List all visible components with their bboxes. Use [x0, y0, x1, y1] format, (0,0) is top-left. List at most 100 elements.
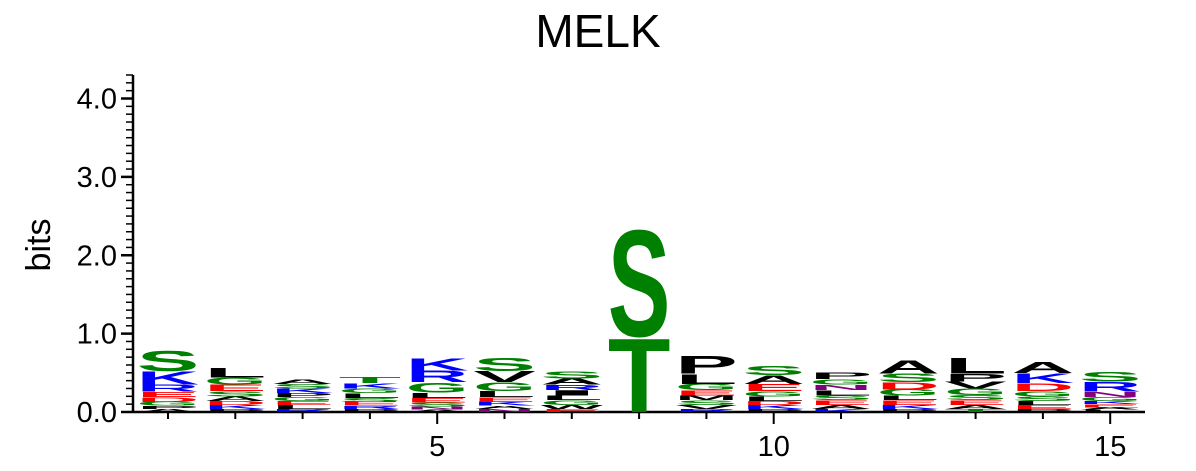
logo-letter: R	[406, 368, 469, 386]
logo-letter: E	[204, 383, 267, 393]
logo-letter: S	[944, 393, 1007, 401]
logo-letter: R	[1079, 379, 1142, 395]
logo-column-8: TS	[608, 197, 671, 435]
logo-letter: P	[137, 405, 200, 410]
logo-letter: G	[1079, 396, 1142, 402]
logo-letter: G	[877, 388, 940, 398]
logo-letter: S	[137, 346, 200, 378]
logo-letter: L	[339, 392, 402, 399]
logo-letter: P	[339, 408, 402, 413]
logo-letter: G	[137, 401, 200, 407]
logo-letter: T	[608, 318, 671, 436]
logo-letter: L	[1079, 409, 1142, 413]
logo-letter: L	[271, 404, 334, 410]
logo-letter: G	[541, 399, 604, 406]
y-tick-label: 0.0	[77, 397, 117, 429]
y-tick-label: 1.0	[77, 319, 117, 351]
logo-letter: S	[810, 394, 873, 401]
logo-letter: A	[944, 404, 1007, 410]
logo-letter: G	[810, 378, 873, 387]
logo-letter: M	[675, 394, 738, 401]
logo-letter: K	[271, 387, 334, 394]
logo-letter: G	[742, 390, 805, 399]
logo-letter: G	[406, 380, 469, 396]
logo-letter: E	[137, 390, 200, 398]
logo-letter: A	[406, 409, 469, 413]
logo-letter: L	[810, 389, 873, 397]
logo-letter: L	[944, 354, 1007, 378]
logo-letter: K	[1079, 400, 1142, 405]
logo-letter: E	[742, 382, 805, 393]
logo-letter: G	[944, 387, 1007, 397]
logo-letter: K	[339, 382, 402, 391]
logo-letter: L	[406, 391, 469, 399]
logo-letter: D	[204, 400, 267, 406]
logo-letter: S	[877, 371, 940, 384]
logo-letter: A	[271, 378, 334, 385]
logo-letter: S	[1079, 369, 1142, 385]
x-axis: 5 10 15	[133, 410, 1145, 463]
logo-letter: S	[271, 383, 334, 390]
logo-letter: S	[541, 370, 604, 381]
logo-letter: W	[541, 404, 604, 410]
logo-letter: G	[675, 382, 738, 392]
logo-letter: P	[204, 408, 267, 413]
logo-letter: D	[877, 381, 940, 392]
logo-letter: V	[675, 404, 738, 410]
logo-letter: E	[810, 399, 873, 406]
logo-letter: S	[339, 397, 402, 403]
logo-letter: G	[271, 396, 334, 402]
logo-letter-stacks: APGDERKSPKDASEGLRLEGPKSAPRESLGKTANSELGRK…	[137, 197, 1142, 435]
logo-letter: G	[339, 387, 402, 394]
logo-letter: L	[541, 394, 604, 401]
logo-letter: P	[675, 351, 738, 379]
chart-title: MELK	[535, 5, 661, 57]
logo-letter: R	[271, 408, 334, 413]
logo-letter: E	[1079, 403, 1142, 408]
logo-letter: L	[1012, 400, 1075, 406]
logo-letter: K	[137, 368, 200, 389]
logo-letter: D	[137, 396, 200, 403]
logo-letter: K	[1012, 370, 1075, 386]
logo-letter: N	[1079, 390, 1142, 399]
logo-letter: E	[473, 396, 536, 403]
logo-letter: E	[541, 408, 604, 413]
logo-letter: V	[944, 380, 1007, 391]
logo-letter: K	[406, 355, 469, 375]
logo-letter: R	[339, 405, 402, 410]
logo-letter: E	[406, 397, 469, 404]
logo-letter: A	[1079, 407, 1142, 411]
logo-letter: S	[742, 363, 805, 378]
logo-letter: S	[204, 390, 267, 398]
logo-letter: L	[675, 371, 738, 387]
logo-letter: N	[810, 383, 873, 392]
logo-letter: A	[742, 373, 805, 386]
y-tick-label: 2.0	[77, 240, 117, 272]
logo-letter: E	[271, 400, 334, 406]
logo-letter: D	[742, 400, 805, 406]
logo-letter: S	[675, 399, 738, 406]
x-tick-label: 10	[758, 431, 790, 463]
logo-letter: R	[675, 408, 738, 413]
logo-letter: P	[742, 408, 805, 413]
logo-letter: K	[877, 404, 940, 410]
logo-letter: D	[1012, 381, 1075, 393]
logo-letter: V	[473, 369, 536, 386]
logo-letter: P	[810, 371, 873, 381]
x-tick-label: 5	[429, 431, 445, 463]
logo-letter: S	[608, 197, 671, 368]
logo-letter: E	[877, 399, 940, 406]
logo-letter: T	[339, 375, 402, 385]
